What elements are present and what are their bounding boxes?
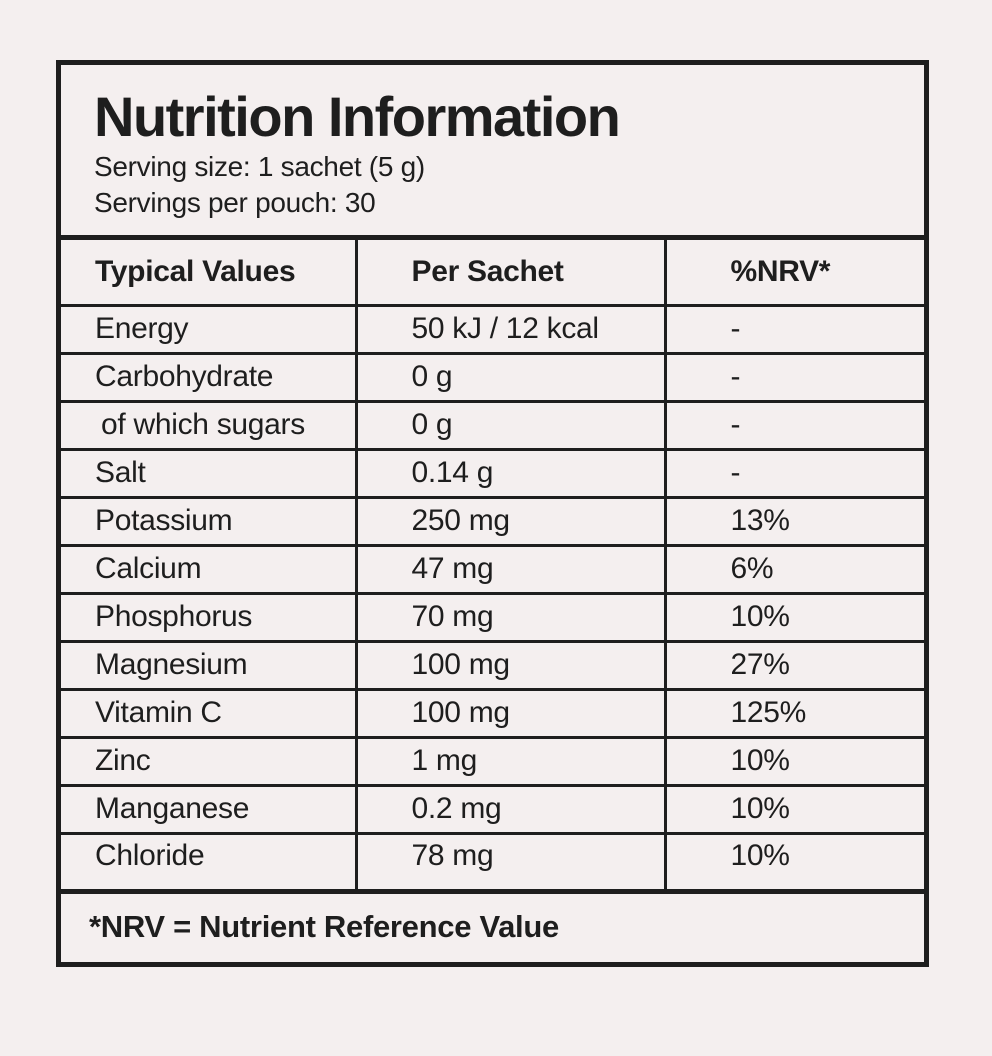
per-sachet-value: 0 g xyxy=(356,353,667,403)
nrv-value: 10% xyxy=(665,737,924,787)
per-sachet-value: 0.2 mg xyxy=(356,785,667,835)
label-header: Nutrition Information Serving size: 1 sa… xyxy=(61,65,924,240)
table-row: Chloride 78 mg 10% xyxy=(61,833,924,889)
table-row: Zinc 1 mg 10% xyxy=(61,737,924,787)
nrv-value: 13% xyxy=(665,497,924,547)
nutrient-name: Vitamin C xyxy=(61,689,358,739)
nrv-value: - xyxy=(665,305,924,355)
nutrient-name: Salt xyxy=(61,449,358,499)
nutrient-name: of which sugars xyxy=(61,401,358,451)
table-row: Phosphorus 70 mg 10% xyxy=(61,593,924,643)
table-row: Salt 0.14 g - xyxy=(61,449,924,499)
nutrition-table: Typical Values Per Sachet %NRV* Energy 5… xyxy=(61,240,924,889)
nrv-value: 10% xyxy=(665,593,924,643)
per-sachet-value: 250 mg xyxy=(356,497,667,547)
serving-size: Serving size: 1 sachet (5 g) xyxy=(94,151,425,182)
label-title: Nutrition Information xyxy=(94,85,621,148)
table-row: Energy 50 kJ / 12 kcal - xyxy=(61,305,924,355)
nrv-value: - xyxy=(665,449,924,499)
table-row: of which sugars 0 g - xyxy=(61,401,924,451)
per-sachet-value: 0 g xyxy=(356,401,667,451)
nutrient-name: Phosphorus xyxy=(61,593,358,643)
table-row: Carbohydrate 0 g - xyxy=(61,353,924,403)
table-row: Manganese 0.2 mg 10% xyxy=(61,785,924,835)
nutrient-name: Magnesium xyxy=(61,641,358,691)
column-header-typical-values: Typical Values xyxy=(61,240,358,307)
nrv-value: 125% xyxy=(665,689,924,739)
nutrient-name: Chloride xyxy=(61,833,358,889)
nutrient-name: Carbohydrate xyxy=(61,353,358,403)
per-sachet-value: 47 mg xyxy=(356,545,667,595)
nutrient-name: Potassium xyxy=(61,497,358,547)
per-sachet-value: 50 kJ / 12 kcal xyxy=(356,305,667,355)
nrv-value: 6% xyxy=(665,545,924,595)
table-header-row: Typical Values Per Sachet %NRV* xyxy=(61,240,924,307)
table-row: Calcium 47 mg 6% xyxy=(61,545,924,595)
nutrient-name: Zinc xyxy=(61,737,358,787)
column-header-nrv: %NRV* xyxy=(665,240,924,307)
table-row: Magnesium 100 mg 27% xyxy=(61,641,924,691)
nrv-value: 27% xyxy=(665,641,924,691)
nrv-value: 10% xyxy=(665,785,924,835)
nrv-footnote-text: *NRV = Nutrient Reference Value xyxy=(89,909,559,944)
nutrient-name: Calcium xyxy=(61,545,358,595)
nrv-value: - xyxy=(665,401,924,451)
per-sachet-value: 70 mg xyxy=(356,593,667,643)
per-sachet-value: 100 mg xyxy=(356,689,667,739)
table-row: Potassium 250 mg 13% xyxy=(61,497,924,547)
nrv-footnote: *NRV = Nutrient Reference Value xyxy=(61,889,924,960)
per-sachet-value: 0.14 g xyxy=(356,449,667,499)
nrv-value: 10% xyxy=(730,838,790,872)
nutrient-name: Energy xyxy=(61,305,358,355)
per-sachet-value: 100 mg xyxy=(356,641,667,691)
nutrition-label: Nutrition Information Serving size: 1 sa… xyxy=(56,60,929,967)
servings-per-pouch: Servings per pouch: 30 xyxy=(94,187,376,218)
per-sachet-value: 78 mg xyxy=(356,833,667,889)
table-row: Vitamin C 100 mg 125% xyxy=(61,689,924,739)
nutrient-name: Manganese xyxy=(61,785,358,835)
nrv-value: - xyxy=(665,353,924,403)
column-header-per-sachet: Per Sachet xyxy=(356,240,667,307)
per-sachet-value: 1 mg xyxy=(356,737,667,787)
